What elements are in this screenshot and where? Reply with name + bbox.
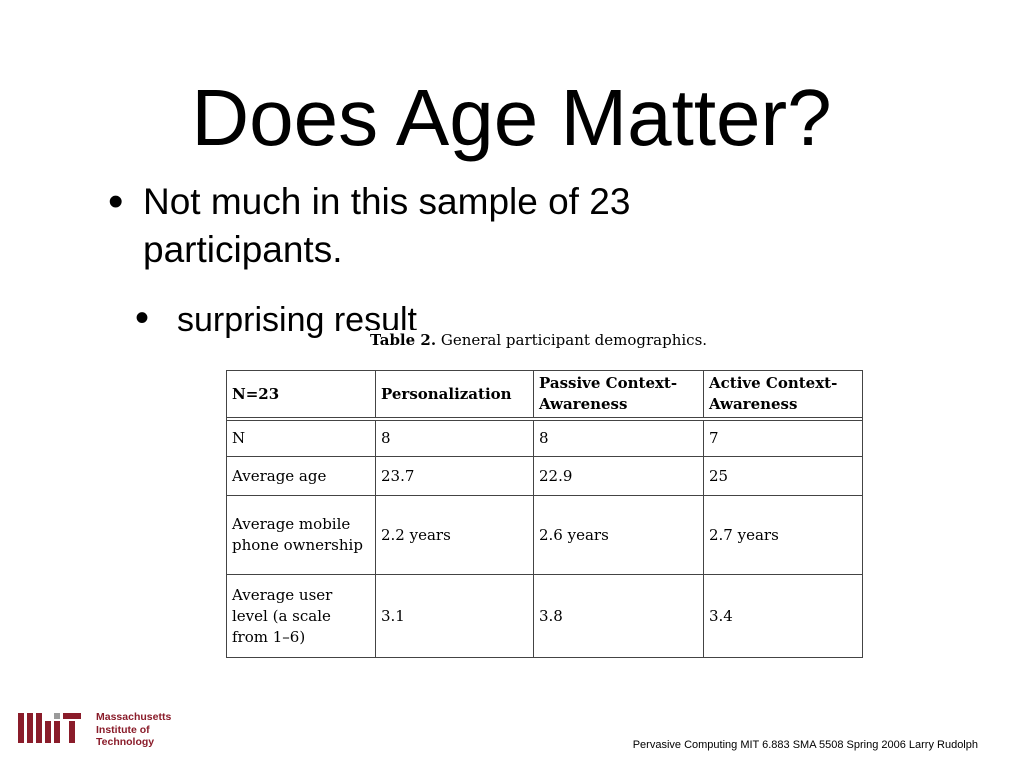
logo-bar [54,721,60,743]
table-row: N 8 8 7 [226,420,863,457]
table-cell: 25 [703,456,863,496]
table-cell: Average age [226,456,376,496]
footer-text: Pervasive Computing MIT 6.883 SMA 5508 S… [632,739,978,751]
table-row: Average mobile phone ownership 2.2 years… [226,495,863,575]
table-header-cell: Personalization [375,370,534,418]
logo-bar [63,713,81,719]
table-cell: 3.8 [533,574,704,658]
table-cell: 3.1 [375,574,534,658]
logo-bar [45,721,51,743]
logo-line: Institute of [96,723,150,736]
logo-bar [54,713,60,719]
logo-bar [36,713,42,743]
table-caption: Table 2. General participant demographic… [370,330,712,350]
bullet-main: • Not much in this sample of 23 particip… [108,178,728,274]
table-cell: 2.6 years [533,495,704,575]
table-cell: 23.7 [375,456,534,496]
table-cell: 2.2 years [375,495,534,575]
table-row: Average age 23.7 22.9 25 [226,456,863,496]
demographics-table: N=23 Personalization Passive Context-Awa… [226,370,863,658]
bullet-sub-dot-icon: • [135,298,150,338]
table-header-cell: Active Context-Awareness [703,370,863,418]
logo-line: Technology [96,736,155,748]
table-header-cell: N=23 [226,370,376,418]
table-cell: Average mobile phone ownership [226,495,376,575]
table-cell: 2.7 years [703,495,863,575]
logo-line: Massachusetts [96,711,172,723]
table-cell: 22.9 [533,456,704,496]
table-row: Average user level (a scale from 1–6) 3.… [226,574,863,658]
table-cell: N [226,420,376,457]
bullet-main-text: Not much in this sample of 23 participan… [143,181,631,270]
table-header-cell: Passive Context-Awareness [533,370,704,418]
logo-bar [27,713,33,743]
bullet-dot-icon: • [108,177,124,226]
table-cell: 8 [533,420,704,457]
table-cell: 3.4 [703,574,863,658]
table-cell: 8 [375,420,534,457]
table-header-row: N=23 Personalization Passive Context-Awa… [226,370,863,418]
mit-logo-text: Massachusetts Institute of Technology [96,711,171,749]
slide-title: Does Age Matter? [191,73,832,162]
logo-bar [18,713,24,743]
table-cell: 7 [703,420,863,457]
table-caption-text: General participant demographics. [440,331,708,349]
logo-bar [69,721,75,743]
table-caption-label: Table 2. [370,331,437,349]
mit-logo-icon [18,713,81,743]
table-cell: Average user level (a scale from 1–6) [226,574,376,658]
